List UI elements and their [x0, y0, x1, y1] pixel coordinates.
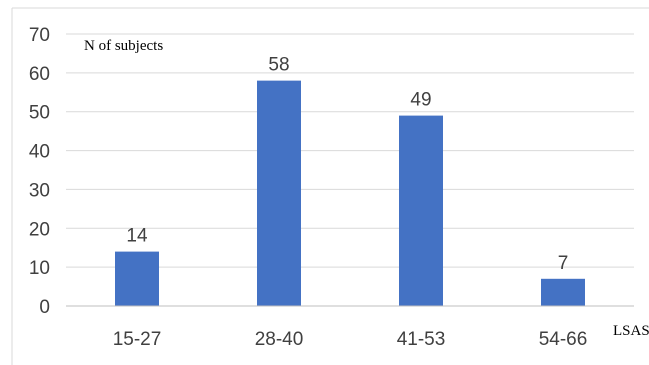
data-labels: 14 58 49 7 — [126, 55, 568, 274]
y-tick-labels: 0 10 20 30 40 50 60 70 — [29, 25, 50, 318]
gridlines — [66, 33, 634, 268]
data-label: 49 — [410, 90, 431, 111]
bars — [115, 80, 585, 306]
bar-54-66 — [541, 278, 585, 306]
bar-15-27 — [115, 251, 159, 306]
data-label: 7 — [558, 253, 569, 274]
x-tick-labels: 15-27 28-40 41-53 54-66 — [113, 329, 588, 350]
y-tick-label: 40 — [29, 142, 50, 163]
y-tick-label: 50 — [29, 103, 50, 124]
x-tick-label: 54-66 — [539, 329, 588, 350]
bar-28-40 — [257, 80, 301, 306]
y-axis-label: N of subjects — [84, 38, 163, 54]
x-tick-label: 28-40 — [255, 329, 304, 350]
y-tick-label: 10 — [29, 258, 50, 279]
y-tick-label: 70 — [29, 25, 50, 46]
bar-41-53 — [399, 115, 443, 306]
data-label: 14 — [126, 226, 148, 247]
data-label: 58 — [268, 55, 289, 76]
y-tick-label: 60 — [29, 64, 50, 85]
y-tick-label: 20 — [29, 219, 50, 240]
x-tick-label: 41-53 — [397, 329, 446, 350]
x-tick-label: 15-27 — [113, 329, 162, 350]
y-tick-label: 0 — [39, 297, 50, 318]
x-axis-label: LSAS — [613, 323, 649, 339]
y-tick-label: 30 — [29, 180, 50, 201]
